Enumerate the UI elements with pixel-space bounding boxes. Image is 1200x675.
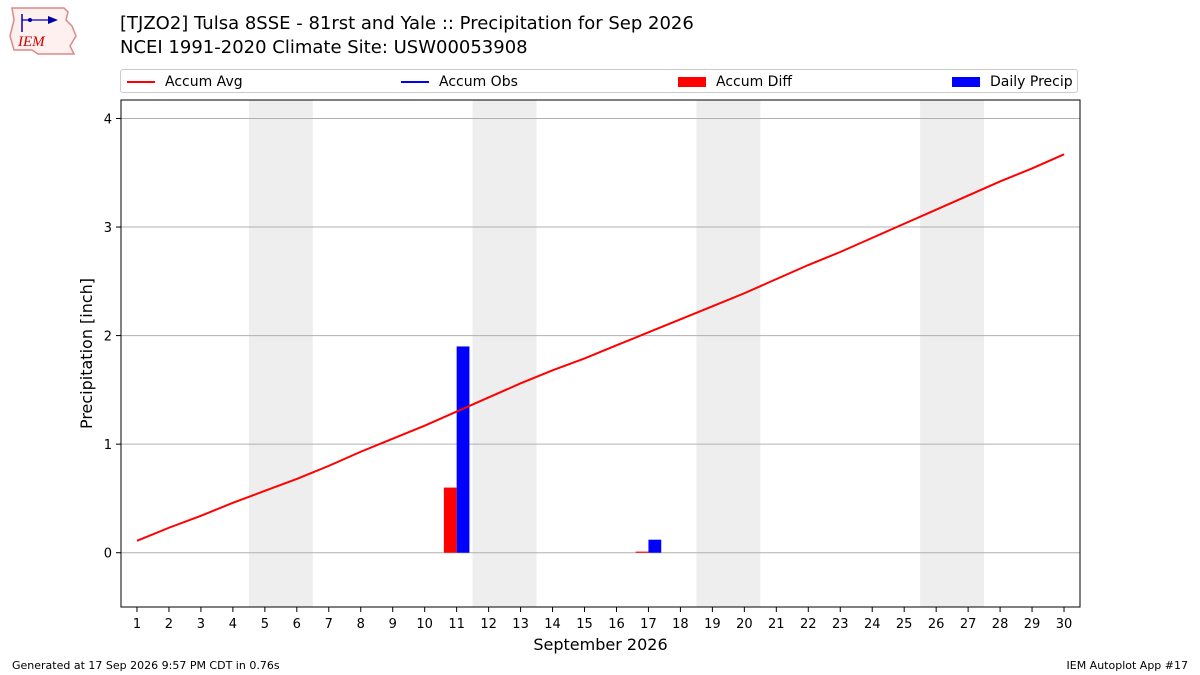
legend-swatch-accum-diff: [678, 77, 706, 87]
xtick-label-1: 1: [133, 617, 141, 632]
ytick-label-3: 3: [104, 221, 112, 236]
xtick-label-7: 7: [325, 617, 333, 632]
xtick-label-22: 22: [800, 617, 817, 632]
xtick-label-3: 3: [197, 617, 205, 632]
xtick-label-30: 30: [1056, 617, 1073, 632]
xtick-label-10: 10: [416, 617, 433, 632]
line-accum-avg: [136, 153, 1065, 542]
logo-text: IEM: [17, 34, 46, 50]
app-label: IEM Autoplot App #17: [1066, 659, 1189, 672]
legend-item-daily-precip: Daily Precip: [952, 73, 1073, 91]
xtick-label-12: 12: [480, 617, 497, 632]
legend-label-accum-diff: Accum Diff: [716, 74, 793, 90]
xtick-label-29: 29: [1024, 617, 1041, 632]
xtick-label-13: 13: [512, 617, 529, 632]
legend-label-accum-obs: Accum Obs: [439, 74, 518, 90]
y-axis-label: Precipitation [inch]: [77, 278, 96, 429]
xtick-label-19: 19: [704, 617, 721, 632]
xtick-label-21: 21: [768, 617, 785, 632]
weekend-band-3: [920, 100, 985, 607]
xtick-label-24: 24: [864, 617, 881, 632]
generated-timestamp: Generated at 17 Sep 2026 9:57 PM CDT in …: [12, 659, 280, 672]
ytick-label-0: 0: [104, 547, 112, 562]
legend-label-accum-avg: Accum Avg: [165, 74, 243, 90]
legend-item-accum-obs: Accum Obs: [401, 73, 518, 91]
xtick-label-2: 2: [165, 617, 173, 632]
ytick-label-4: 4: [104, 112, 112, 127]
xtick-label-25: 25: [896, 617, 913, 632]
legend-label-daily-precip: Daily Precip: [990, 74, 1073, 90]
xtick-label-5: 5: [261, 617, 269, 632]
xtick-label-18: 18: [672, 617, 689, 632]
xtick-label-15: 15: [576, 617, 593, 632]
legend-swatch-accum-avg: [127, 81, 155, 83]
ytick-label-2: 2: [104, 330, 112, 345]
xtick-label-16: 16: [608, 617, 625, 632]
xtick-label-8: 8: [357, 617, 365, 632]
xtick-label-11: 11: [448, 617, 465, 632]
xtick-label-17: 17: [640, 617, 657, 632]
legend-swatch-daily-precip: [952, 77, 980, 87]
weekend-band-1: [472, 100, 537, 607]
bar-daily-precip-day-17: [648, 539, 662, 553]
plot-frame: [120, 99, 1081, 608]
iem-logo: IEM: [9, 7, 77, 55]
x-axis-label: September 2026: [533, 635, 667, 654]
bar-daily-precip-day-11: [456, 346, 470, 553]
xtick-label-14: 14: [544, 617, 561, 632]
xtick-label-27: 27: [960, 617, 977, 632]
chart-title: [TJZO2] Tulsa 8SSE - 81rst and Yale :: P…: [120, 13, 694, 34]
xtick-label-28: 28: [992, 617, 1009, 632]
chart-subtitle: NCEI 1991-2020 Climate Site: USW00053908: [120, 37, 528, 58]
xtick-label-4: 4: [229, 617, 237, 632]
legend-item-accum-avg: Accum Avg: [127, 73, 243, 91]
weekend-band-0: [248, 100, 313, 607]
xtick-label-26: 26: [928, 617, 945, 632]
ytick-label-1: 1: [104, 438, 112, 453]
weekend-band-2: [696, 100, 761, 607]
legend-swatch-accum-obs: [401, 81, 429, 83]
xtick-label-20: 20: [736, 617, 753, 632]
chart-legend: Accum Avg Accum Obs Accum Diff Daily Pre…: [120, 69, 1078, 93]
bar-accum-diff-day-17: [635, 551, 649, 553]
xtick-label-9: 9: [389, 617, 397, 632]
bar-accum-diff-day-11: [443, 487, 457, 553]
xtick-label-6: 6: [293, 617, 301, 632]
xtick-label-23: 23: [832, 617, 849, 632]
legend-item-accum-diff: Accum Diff: [678, 73, 792, 91]
